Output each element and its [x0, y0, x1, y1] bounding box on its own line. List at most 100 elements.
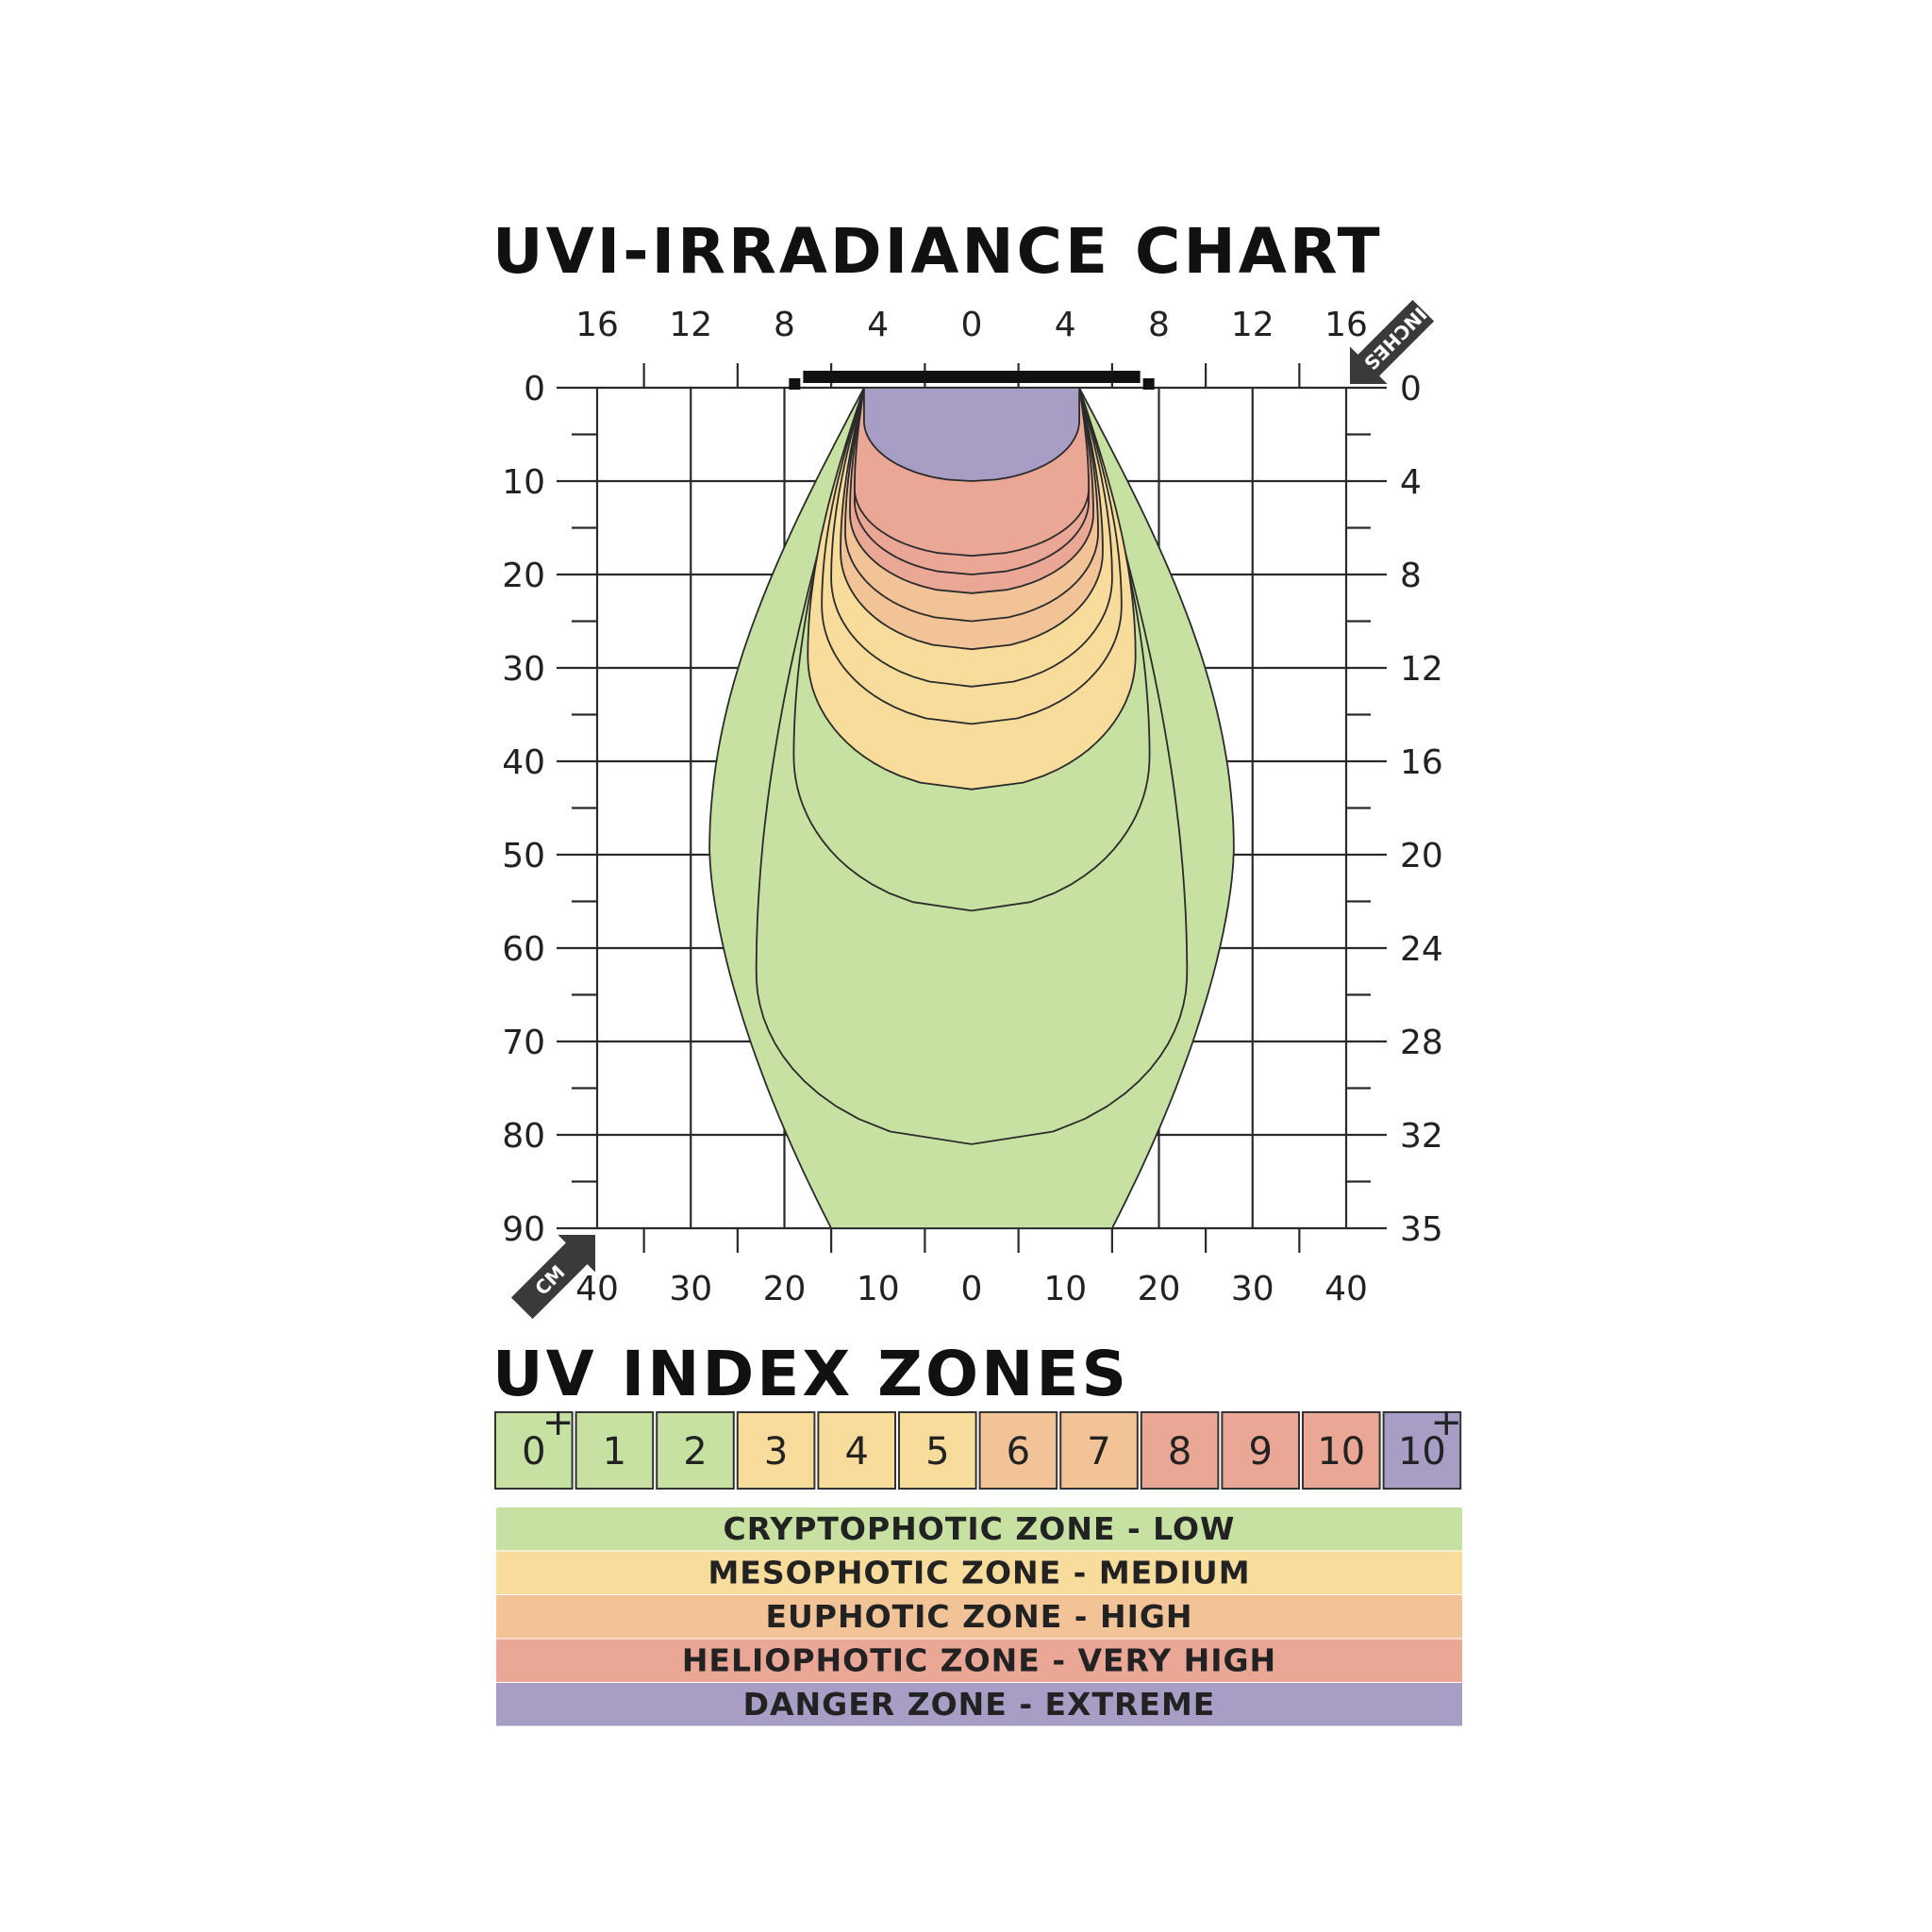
- uv-index-box-label: 10: [1317, 1430, 1365, 1474]
- uv-index-box: 9: [1221, 1411, 1301, 1490]
- uv-index-box: 2: [656, 1411, 735, 1490]
- uv-index-box-swatch: [1302, 1411, 1381, 1490]
- x-top-tick-label: 12: [1231, 306, 1274, 344]
- uv-index-box-swatch: [494, 1411, 574, 1490]
- y-right-tick-label: 12: [1400, 650, 1443, 689]
- zone-band-label: MESOPHOTIC ZONE - MEDIUM: [708, 1555, 1250, 1591]
- y-right-tick-label: 20: [1400, 837, 1443, 875]
- uv-index-box-swatch: [978, 1411, 1058, 1490]
- uv-index-box-label: 9: [1248, 1430, 1272, 1474]
- zone-band-label: CRYPTOPHOTIC ZONE - LOW: [724, 1510, 1236, 1547]
- x-top-tick-label: 16: [575, 306, 619, 344]
- uv-index-box-label: 7: [1087, 1430, 1110, 1474]
- uv-index-box: 7: [1059, 1411, 1139, 1490]
- uv-index-box-label: 6: [1007, 1430, 1030, 1474]
- y-right-tick-label: 0: [1400, 370, 1422, 408]
- cm-badge-arrow-icon: [510, 1234, 596, 1320]
- zone-band-label: DANGER ZONE - EXTREME: [743, 1686, 1216, 1723]
- x-bottom-tick-label: 20: [763, 1270, 807, 1308]
- x-bottom-tick-label: 40: [575, 1270, 619, 1308]
- uv-index-box: 10: [1302, 1411, 1381, 1490]
- zone-band-label: EUPHOTIC ZONE - HIGH: [765, 1598, 1192, 1635]
- uv-index-box-swatch: [1059, 1411, 1139, 1490]
- y-right-tick-label: 35: [1400, 1210, 1443, 1249]
- x-bottom-tick-label: 30: [669, 1270, 712, 1308]
- x-top-tick-label: 16: [1324, 306, 1368, 344]
- isoline-uvi-10plus: [863, 387, 1080, 482]
- x-bottom-tick-label: 30: [1231, 1270, 1274, 1308]
- zone-band-label: HELIOPHOTIC ZONE - VERY HIGH: [682, 1642, 1276, 1679]
- zone-band: MESOPHOTIC ZONE - MEDIUM: [496, 1551, 1462, 1594]
- zone-band-swatch: [496, 1639, 1462, 1682]
- zone-band: EUPHOTIC ZONE - HIGH: [496, 1595, 1462, 1639]
- x-bottom-tick-label: 20: [1138, 1270, 1181, 1308]
- uv-index-box: 10+: [1382, 1401, 1462, 1490]
- uv-index-box-swatch: [817, 1411, 897, 1490]
- uv-index-box: 3: [736, 1411, 816, 1490]
- uv-index-box: 0+: [494, 1401, 575, 1490]
- y-left-tick-label: 60: [502, 930, 545, 969]
- zone-band: DANGER ZONE - EXTREME: [496, 1683, 1462, 1726]
- uv-index-box-label: 4: [844, 1430, 868, 1474]
- uv-index-box-swatch: [656, 1411, 735, 1490]
- uv-index-box-swatch: [1221, 1411, 1301, 1490]
- uv-index-box-label: 0: [522, 1430, 545, 1474]
- uv-index-box-label: 2: [683, 1430, 707, 1474]
- zone-band-swatch: [496, 1595, 1462, 1639]
- zone-band-swatch: [496, 1551, 1462, 1594]
- y-right-tick-label: 16: [1400, 743, 1443, 782]
- zone-band: CRYPTOPHOTIC ZONE - LOW: [496, 1507, 1462, 1551]
- y-right-tick-label: 32: [1400, 1117, 1443, 1156]
- y-left-tick-label: 80: [502, 1117, 545, 1156]
- lamp-bar: [803, 371, 1141, 383]
- chart-title: UVI-IRRADIANCE CHART: [492, 215, 1383, 288]
- uv-index-box-swatch: [898, 1411, 977, 1490]
- uv-index-box: 4: [817, 1411, 897, 1490]
- y-left-tick-label: 70: [502, 1024, 545, 1062]
- x-bottom-tick-label: 10: [1043, 1270, 1087, 1308]
- y-left-tick-label: 30: [502, 650, 545, 689]
- y-right-tick-label: 24: [1400, 930, 1443, 969]
- y-right-tick-label: 4: [1400, 463, 1422, 502]
- y-left-tick-label: 40: [502, 743, 545, 782]
- x-top-tick-label: 8: [1148, 306, 1170, 344]
- x-top-tick-label: 12: [669, 306, 712, 344]
- uv-index-box: 5: [898, 1411, 977, 1490]
- uv-index-box-label: 5: [925, 1430, 949, 1474]
- x-bottom-tick-label: 40: [1324, 1270, 1368, 1308]
- zone-band-swatch: [496, 1683, 1462, 1726]
- inches-badge-arrow-icon: [1349, 299, 1435, 385]
- uv-index-box-label: 3: [764, 1430, 788, 1474]
- x-bottom-tick-label: 0: [961, 1270, 983, 1308]
- uv-index-legend: 0+1 2 3 4 5 6 7 8 9 10 10+CRYPTOPHOTIC ZONE - LOWM…: [494, 1401, 1462, 1726]
- uv-index-box: 6: [978, 1411, 1058, 1490]
- y-right-tick-label: 28: [1400, 1024, 1443, 1062]
- uv-index-box-label: 8: [1168, 1430, 1191, 1474]
- lamp-right-endcap: [1142, 378, 1155, 390]
- uv-index-box-superscript: +: [542, 1401, 575, 1444]
- y-left-tick-label: 50: [502, 837, 545, 875]
- uv-index-zones-title: UV INDEX ZONES: [492, 1338, 1129, 1410]
- uv-index-box-swatch: [1382, 1411, 1462, 1490]
- uv-index-box: 8: [1140, 1411, 1220, 1490]
- uv-index-box: 1: [575, 1411, 655, 1490]
- uv-index-box-swatch: [575, 1411, 655, 1490]
- x-top-tick-label: 4: [1055, 306, 1076, 344]
- zone-band-swatch: [496, 1507, 1462, 1551]
- x-top-tick-label: 8: [774, 306, 795, 344]
- uv-index-box-label: 1: [603, 1430, 626, 1474]
- y-left-tick-label: 0: [524, 370, 545, 408]
- irradiance-contours: [708, 387, 1235, 1229]
- y-left-tick-label: 10: [502, 463, 545, 502]
- inches-badge-label: INCHES: [1359, 303, 1431, 375]
- uv-index-box-swatch: [736, 1411, 816, 1490]
- y-right-tick-label: 8: [1400, 557, 1422, 595]
- lamp-left-endcap: [789, 378, 801, 390]
- uv-index-box-superscript: +: [1430, 1401, 1462, 1444]
- x-bottom-tick-label: 10: [857, 1270, 900, 1308]
- y-left-tick-label: 90: [502, 1210, 545, 1249]
- x-top-tick-label: 0: [961, 306, 983, 344]
- y-left-tick-label: 20: [502, 557, 545, 595]
